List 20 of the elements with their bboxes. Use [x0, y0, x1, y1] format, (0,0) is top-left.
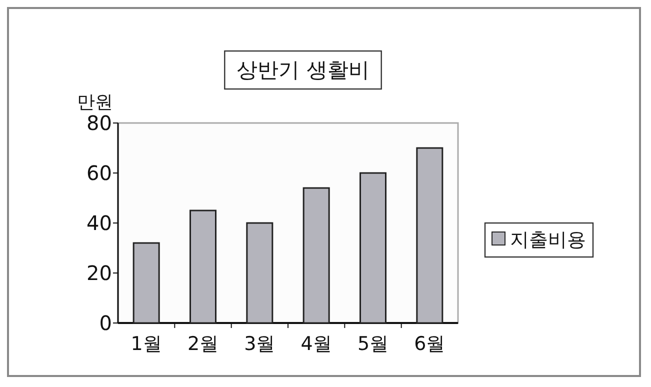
y-tick-label: 40: [86, 211, 112, 235]
bar: [360, 172, 386, 324]
y-axis-title: 만원: [77, 92, 113, 113]
bar: [302, 187, 330, 324]
bar: [132, 242, 160, 324]
x-tick-label: 6월: [414, 333, 446, 355]
x-tick-label: 3월: [244, 333, 276, 355]
x-tick-label: 5월: [357, 333, 389, 355]
bar: [416, 147, 444, 324]
bar: [246, 222, 274, 324]
y-tick-label: 80: [86, 111, 112, 135]
chart-title: 상반기 생활비: [236, 58, 370, 82]
y-tick-label: 60: [86, 161, 112, 185]
legend-label: 지출비용: [510, 229, 586, 251]
y-tick-label: 0: [99, 311, 112, 335]
bar: [190, 210, 216, 324]
x-tick-label: 1월: [130, 333, 162, 355]
x-tick-label: 2월: [187, 333, 219, 355]
x-tick-label: 4월: [300, 333, 332, 355]
y-tick-label: 20: [86, 261, 112, 285]
